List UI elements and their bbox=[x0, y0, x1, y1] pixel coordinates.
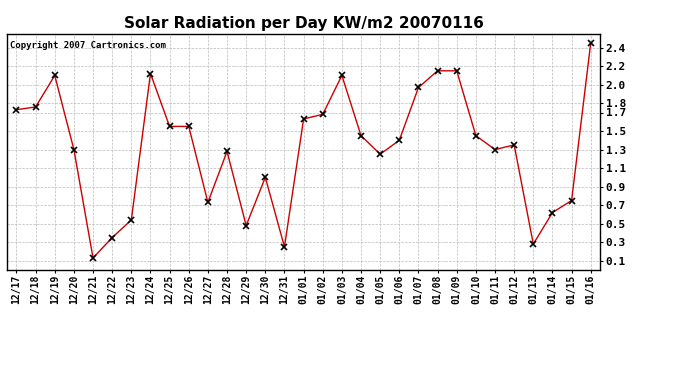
Text: Copyright 2007 Cartronics.com: Copyright 2007 Cartronics.com bbox=[10, 41, 166, 50]
Title: Solar Radiation per Day KW/m2 20070116: Solar Radiation per Day KW/m2 20070116 bbox=[124, 16, 484, 31]
